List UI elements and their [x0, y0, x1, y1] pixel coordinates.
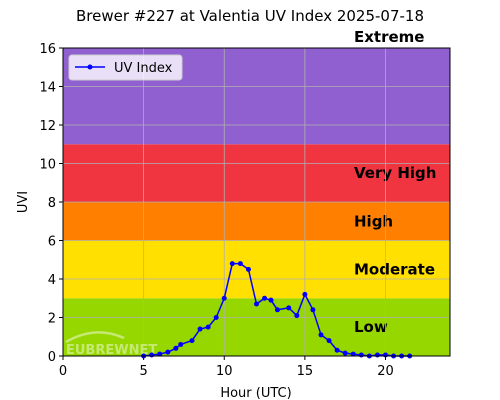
axis-ticks: 0 5 10 15 20 0 2 4 6 8 10 12 14 16	[39, 42, 393, 379]
band-label-moderate: Moderate	[354, 260, 435, 278]
y-tick-label: 10	[39, 158, 56, 173]
legend-box	[68, 54, 183, 81]
data-point	[189, 338, 195, 344]
x-tick-label: 15	[297, 364, 314, 379]
y-tick-label: 6	[48, 235, 56, 250]
data-point	[310, 307, 316, 313]
watermark-swoosh	[65, 331, 125, 344]
band-label-very-high: Very High	[354, 164, 436, 182]
data-point	[286, 305, 292, 311]
data-point	[262, 295, 268, 301]
x-tick-label: 10	[216, 364, 233, 379]
data-point	[178, 341, 184, 347]
watermark: EUBREWNET	[65, 331, 157, 358]
y-tick-label: 16	[39, 42, 56, 57]
data-point	[149, 352, 155, 358]
data-point	[302, 291, 308, 297]
x-tick-label: 5	[139, 364, 147, 379]
data-point	[237, 261, 243, 267]
legend: UV Index	[68, 54, 183, 81]
data-point	[294, 313, 300, 319]
data-point	[268, 297, 274, 303]
band-label-extreme: Extreme	[354, 28, 424, 46]
x-tick-label: 0	[59, 364, 67, 379]
y-tick-label: 0	[48, 350, 56, 365]
legend-marker	[87, 64, 93, 70]
x-axis-label: Hour (UTC)	[220, 386, 291, 400]
data-point	[157, 351, 163, 357]
chart-title: Brewer #227 at Valentia UV Index 2025-07…	[76, 7, 424, 25]
data-point	[274, 307, 280, 313]
data-point	[374, 352, 380, 358]
data-point	[350, 351, 356, 357]
band-label-high: High	[354, 212, 393, 230]
data-point	[342, 350, 348, 356]
data-point	[213, 315, 219, 320]
watermark-text: EUBREWNET	[66, 343, 157, 358]
y-tick-label: 14	[39, 81, 56, 96]
data-point	[165, 349, 171, 355]
data-point	[318, 332, 324, 338]
data-point	[245, 266, 251, 272]
legend-entry-uv-index: UV Index	[114, 61, 173, 76]
x-tick-label: 20	[377, 364, 394, 379]
data-point	[229, 261, 235, 267]
data-point	[254, 301, 259, 307]
data-point	[334, 347, 340, 353]
y-tick-label: 12	[39, 119, 56, 134]
y-axis-label: UVI	[16, 191, 31, 213]
band-label-low: Low	[354, 318, 388, 336]
y-tick-label: 2	[48, 312, 56, 327]
data-point	[205, 324, 211, 330]
grid-lines	[63, 48, 450, 356]
y-tick-label: 4	[48, 273, 56, 288]
data-point	[197, 326, 203, 332]
data-point	[326, 338, 332, 344]
y-tick-label: 8	[48, 196, 56, 211]
data-point	[173, 345, 179, 351]
data-point	[358, 352, 364, 358]
data-point	[221, 295, 227, 301]
